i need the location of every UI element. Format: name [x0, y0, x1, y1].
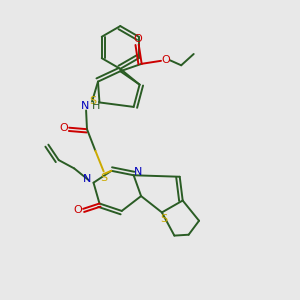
Text: N: N — [83, 174, 91, 184]
Text: S: S — [160, 214, 167, 224]
Text: S: S — [89, 96, 97, 106]
Text: H: H — [92, 101, 101, 111]
Text: O: O — [74, 205, 82, 215]
Text: O: O — [134, 34, 142, 44]
Text: N: N — [81, 101, 89, 111]
Text: O: O — [59, 123, 68, 133]
Text: O: O — [161, 55, 170, 65]
Text: N: N — [134, 167, 142, 177]
Text: S: S — [100, 173, 107, 183]
